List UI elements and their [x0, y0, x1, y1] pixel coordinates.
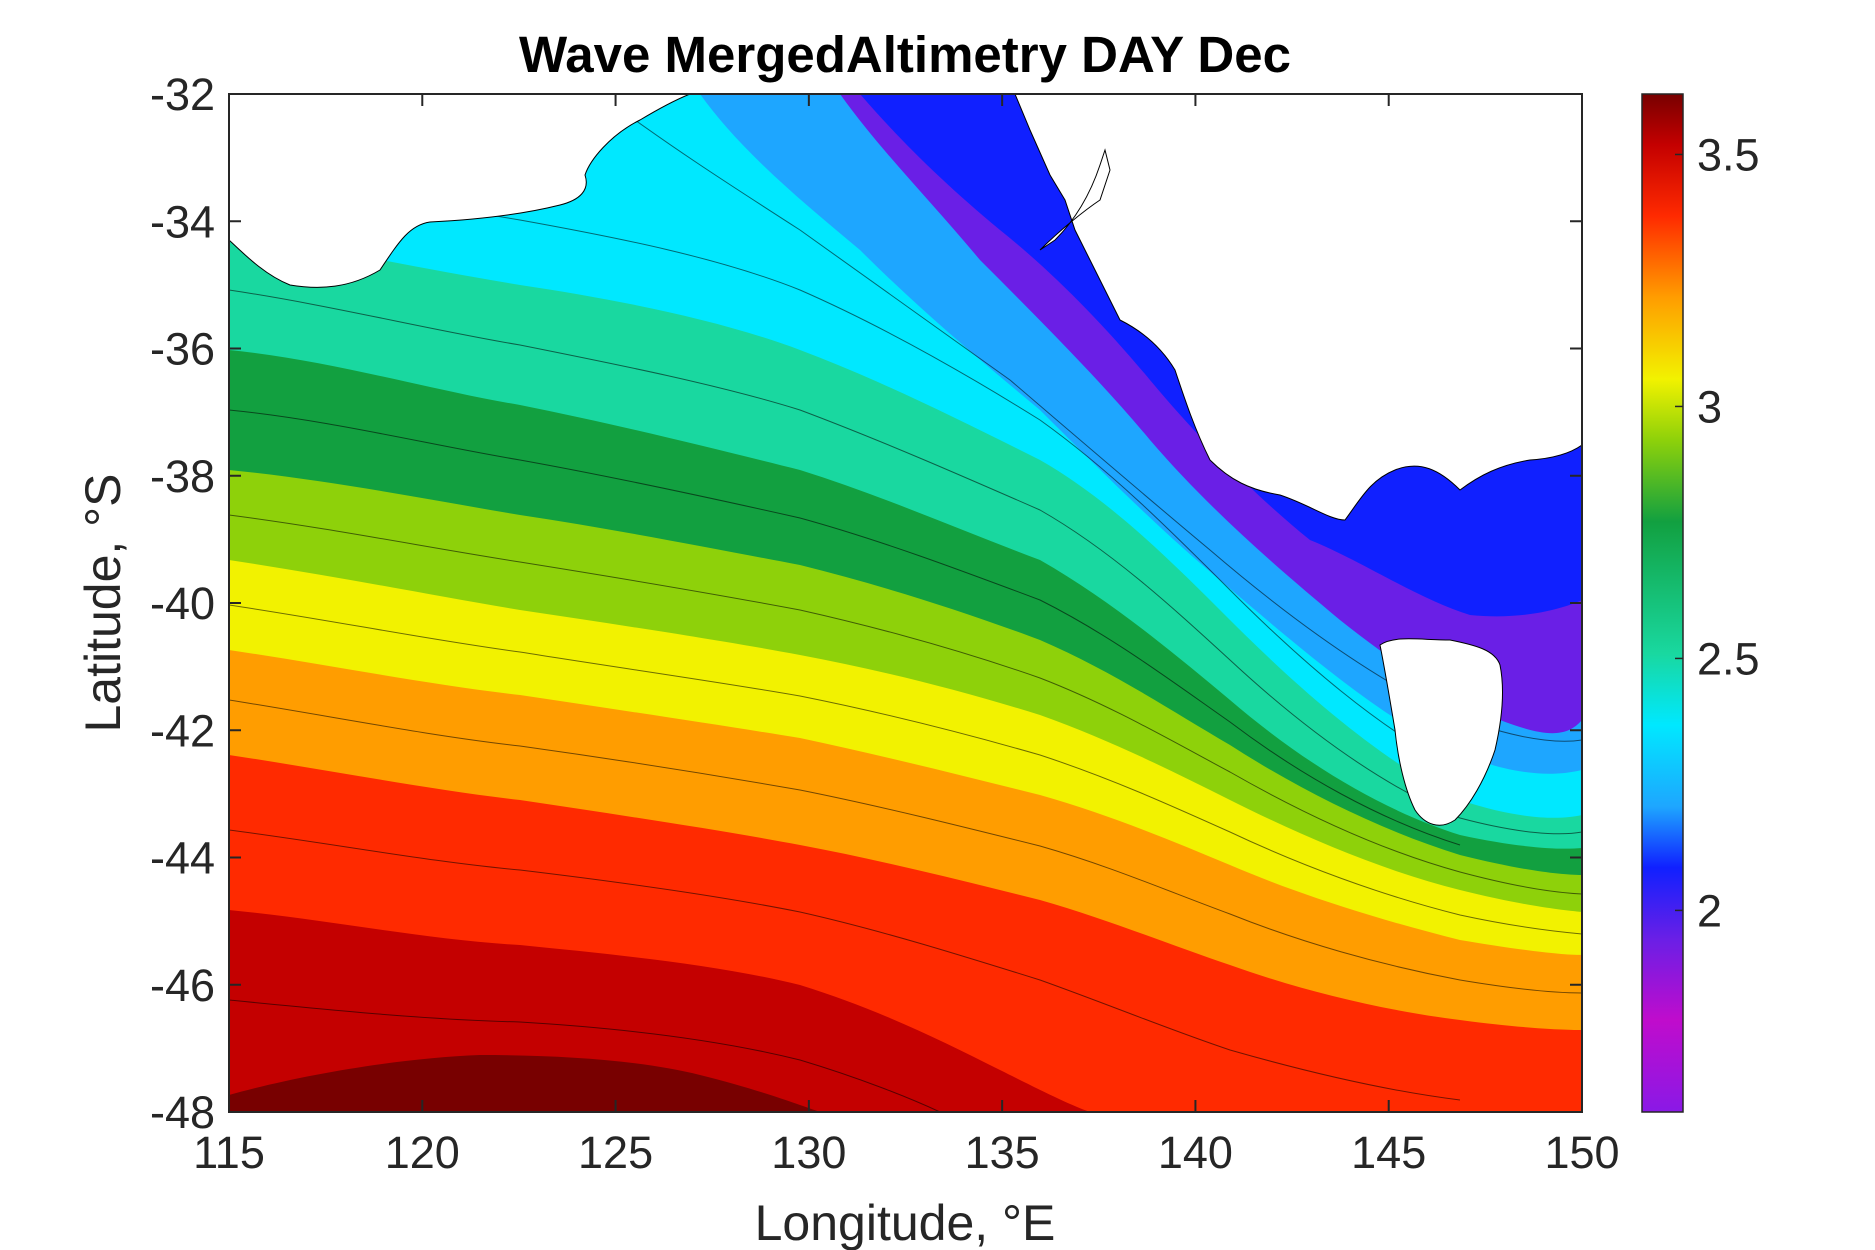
y-tick-label: -40	[150, 578, 215, 629]
x-tick-label: 150	[1544, 1127, 1619, 1178]
y-tick-label: -34	[150, 196, 215, 247]
colorbar-tick-label: 3.5	[1697, 129, 1760, 180]
y-tick-label: -38	[150, 451, 215, 502]
colorbar-ticks: 2 2.5 3 3.5	[1675, 129, 1760, 936]
band-maroon	[229, 1055, 820, 1112]
x-tick-label: 135	[965, 1127, 1040, 1178]
y-tick-label: -42	[150, 705, 215, 756]
contour-field	[229, 94, 1582, 1112]
y-tick-label: -44	[150, 833, 215, 884]
x-tick-label: 115	[193, 1127, 265, 1178]
land-tasmania	[1379, 638, 1503, 826]
chart-title: Wave MergedAltimetry DAY Dec	[519, 26, 1291, 83]
colorbar-tick-label: 2.5	[1697, 633, 1760, 684]
x-axis-label: Longitude, °E	[755, 1195, 1056, 1250]
colorbar	[1641, 93, 1684, 1113]
y-tick-label: -36	[150, 324, 215, 375]
x-tick-label: 145	[1351, 1127, 1426, 1178]
y-tick-label: -46	[150, 960, 215, 1011]
y-axis-ticks: -32 -34 -36 -38 -40 -42 -44 -46 -48	[150, 69, 1582, 1138]
x-tick-label: 120	[385, 1127, 460, 1178]
x-tick-label: 125	[578, 1127, 653, 1178]
y-axis-label: Latitude, °S	[75, 473, 131, 732]
y-tick-label: -48	[150, 1087, 215, 1138]
x-axis-ticks: 115 120 125 130 135 140 145 150	[193, 94, 1620, 1178]
x-tick-label: 140	[1158, 1127, 1233, 1178]
land-mainland	[229, 94, 691, 288]
x-tick-label: 130	[771, 1127, 846, 1178]
land-masses	[229, 94, 1582, 826]
land-southeast	[940, 94, 1582, 521]
colorbar-tick-label: 2	[1697, 885, 1722, 936]
land-gulf-peninsula	[1039, 148, 1111, 251]
colorbar-tick-label: 3	[1697, 381, 1722, 432]
y-tick-label: -32	[150, 69, 215, 120]
